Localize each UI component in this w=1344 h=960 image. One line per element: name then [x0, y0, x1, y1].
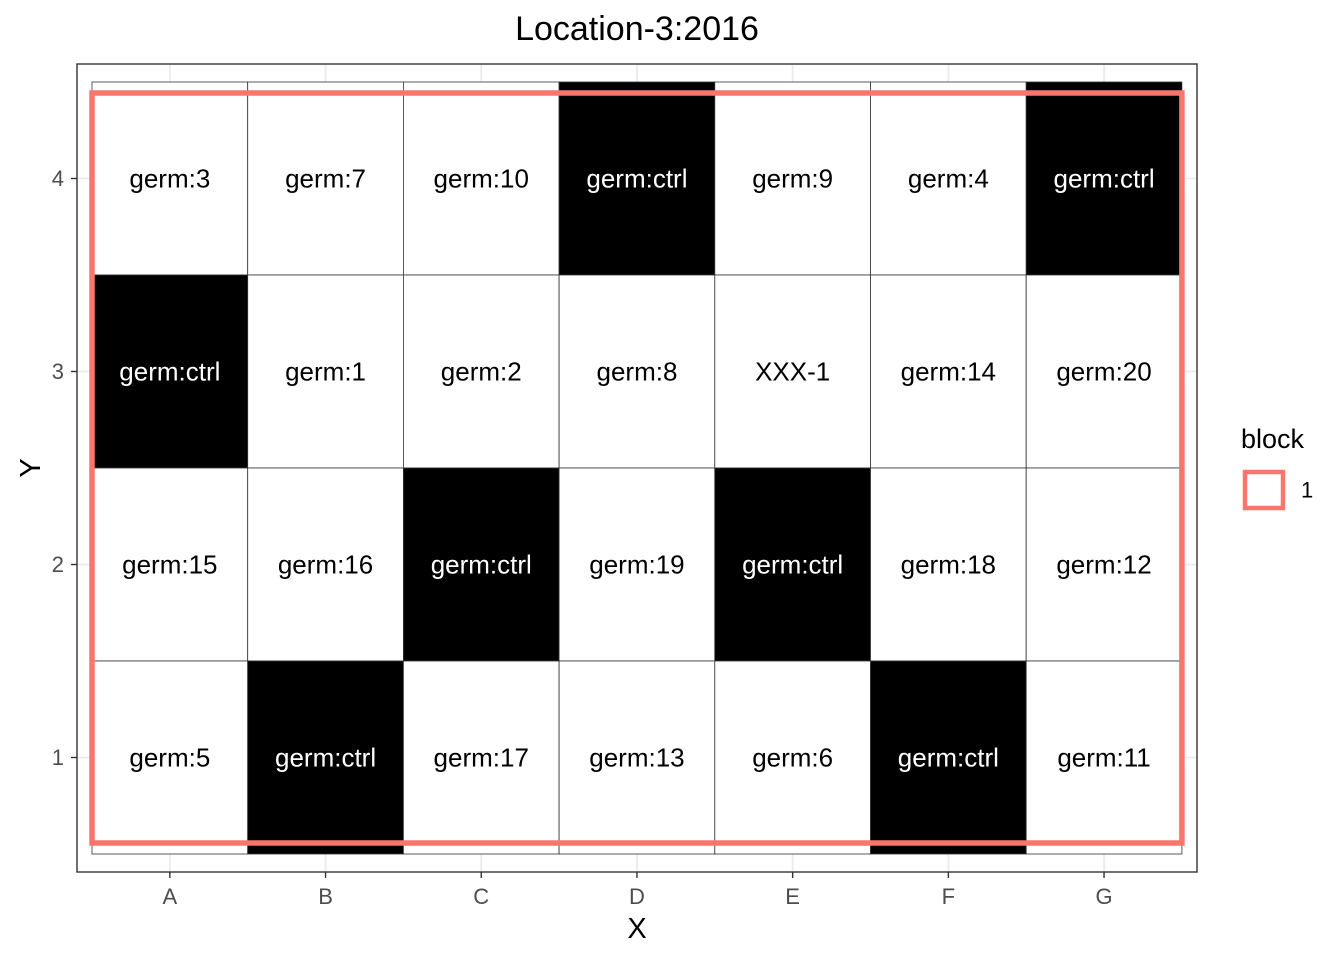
- plot-cell-C3: [402, 274, 560, 469]
- x-tick-label-E: E: [785, 884, 800, 909]
- cell-label-C3: germ:2: [441, 357, 522, 387]
- plot-cell-F2: [870, 467, 1027, 662]
- cell-label-F4: germ:4: [908, 164, 989, 194]
- plot-cell-A3: [91, 274, 249, 469]
- block-outline-1: [89, 90, 1185, 846]
- legend-label-1: 1: [1301, 478, 1313, 503]
- cell-label-B3: germ:1: [285, 357, 366, 387]
- cell-label-A3: germ:ctrl: [119, 357, 220, 387]
- plot-cell-C4: [402, 81, 560, 276]
- plot-cell-G4: [1025, 81, 1183, 276]
- cell-label-D3: germ:8: [596, 357, 677, 387]
- x-tick-label-C: C: [473, 884, 489, 909]
- cell-label-E1: germ:6: [752, 743, 833, 773]
- plot-cell-F1: [870, 660, 1027, 855]
- legend-title: block: [1241, 424, 1305, 454]
- plot-cell-G2: [1025, 467, 1183, 662]
- y-tick-label-2: 2: [52, 552, 64, 577]
- cell-label-A1: germ:5: [129, 743, 210, 773]
- plot-cell-E2: [714, 467, 871, 662]
- y-axis-title: Y: [15, 458, 47, 477]
- cell-label-C1: germ:17: [434, 743, 529, 773]
- plot-cells: germ:3 germ:7 germ:10 germ:ctrl germ:9 germ:4…: [91, 81, 1183, 855]
- cell-label-G3: germ:20: [1056, 357, 1151, 387]
- plot-cell-E4: [714, 81, 871, 276]
- plot-cell-B3: [247, 274, 404, 469]
- plot-cell-A4: [91, 81, 249, 276]
- cell-label-E3: XXX-1: [755, 357, 830, 387]
- x-tick-label-B: B: [318, 884, 333, 909]
- cell-label-D2: germ:19: [589, 550, 684, 580]
- plot-cell-F4: [870, 81, 1027, 276]
- x-axis: A B C D E F G: [163, 872, 1113, 909]
- y-tick-label-3: 3: [52, 359, 64, 384]
- x-tick-label-F: F: [942, 884, 955, 909]
- plot-cell-A2: [91, 467, 249, 662]
- cell-label-F1: germ:ctrl: [898, 743, 999, 773]
- x-tick-label-D: D: [629, 884, 645, 909]
- block-outlines: [89, 90, 1185, 846]
- y-axis: 1 2 3 4: [52, 166, 77, 770]
- plot-cell-D3: [558, 274, 716, 469]
- legend-key-1: [1242, 469, 1286, 511]
- plot-cell-C1: [402, 660, 560, 855]
- plot-cell-E3: [714, 274, 871, 469]
- plot-cell-D2: [558, 467, 716, 662]
- cell-label-F3: germ:14: [901, 357, 996, 387]
- cell-label-B2: germ:16: [278, 550, 373, 580]
- plot-cell-D1: [558, 660, 716, 855]
- y-tick-label-1: 1: [52, 745, 64, 770]
- cell-label-E2: germ:ctrl: [742, 550, 843, 580]
- plot-cell-G1: [1025, 660, 1183, 855]
- cell-label-B4: germ:7: [285, 164, 366, 194]
- y-tick-label-4: 4: [52, 166, 64, 191]
- x-tick-label-G: G: [1095, 884, 1112, 909]
- cell-label-G4: germ:ctrl: [1053, 164, 1154, 194]
- x-tick-label-A: A: [163, 884, 178, 909]
- cell-label-G1: germ:11: [1057, 743, 1150, 773]
- plot-cell-B2: [247, 467, 404, 662]
- legend: 1: [1242, 469, 1313, 511]
- plot-cell-C2: [402, 467, 560, 662]
- plot-cell-E1: [714, 660, 871, 855]
- cell-label-F2: germ:18: [901, 550, 996, 580]
- chart-title: Location-3:2016: [515, 10, 759, 48]
- x-axis-title: X: [627, 913, 646, 945]
- cell-label-D1: germ:13: [589, 743, 684, 773]
- cell-label-A4: germ:3: [129, 164, 210, 194]
- cell-label-D4: germ:ctrl: [586, 164, 687, 194]
- cell-label-B1: germ:ctrl: [275, 743, 376, 773]
- plot-cell-A1: [91, 660, 249, 855]
- plot-cell-B1: [247, 660, 404, 855]
- cell-label-G2: germ:12: [1056, 550, 1151, 580]
- cell-label-C4: germ:10: [434, 164, 529, 194]
- cell-label-E4: germ:9: [752, 164, 833, 194]
- cell-label-C2: germ:ctrl: [431, 550, 532, 580]
- cell-label-A2: germ:15: [122, 550, 217, 580]
